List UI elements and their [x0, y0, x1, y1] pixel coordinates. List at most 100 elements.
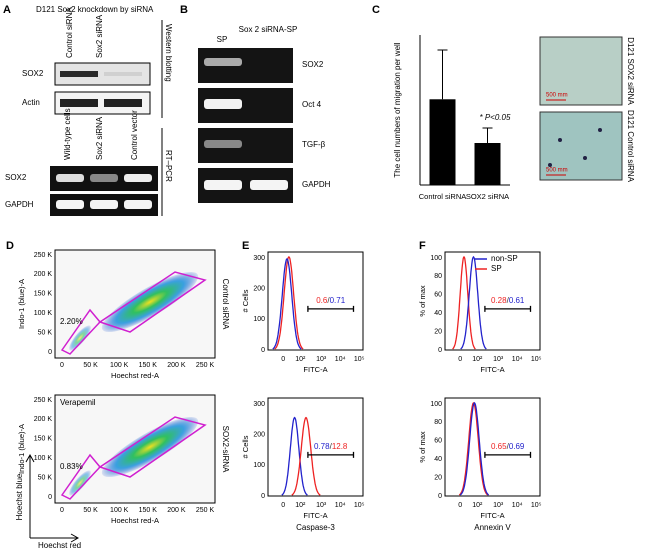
- micrograph: [539, 36, 623, 106]
- histogram: [274, 255, 304, 350]
- value-label: 0.69: [509, 442, 525, 451]
- band: [104, 99, 142, 107]
- y-tick-label: 100: [253, 316, 265, 323]
- column-label: SP: [217, 35, 228, 44]
- band: [90, 174, 118, 182]
- gate: [98, 416, 207, 478]
- band: [124, 174, 152, 182]
- histogram: [452, 255, 476, 350]
- plot-area: [444, 397, 541, 497]
- y-axis-label: % of max: [418, 431, 427, 463]
- error-bar: [482, 127, 493, 143]
- x-tick-label: 50 K: [83, 507, 98, 514]
- value-label: 0.6: [316, 296, 328, 305]
- x-tick-label: 10²: [295, 502, 306, 509]
- histogram: [460, 255, 487, 350]
- row-label: SOX2: [5, 173, 27, 182]
- y-axis-label: # Cells: [241, 289, 250, 312]
- value-label: 0.28: [491, 296, 507, 305]
- event-cloud: [69, 325, 91, 351]
- y-tick-label: 250 K: [34, 397, 53, 404]
- plot-note: Verapemil: [60, 398, 96, 407]
- x-tick-label: 200 K: [167, 362, 186, 369]
- value-label: 0.78: [314, 442, 330, 451]
- gate-percent: 0.6/0.71: [316, 296, 345, 305]
- y-tick-label: 100: [430, 401, 442, 408]
- row-label: TGF-β: [302, 140, 326, 149]
- blot: [54, 62, 151, 86]
- separator: /: [330, 442, 333, 451]
- y-tick-label: 50 K: [38, 329, 53, 336]
- x-tick-label: 100 K: [110, 507, 129, 514]
- x-axis-label: FITC-A: [303, 365, 327, 374]
- annotation: * P<0.05: [480, 113, 511, 122]
- panel-letter: C: [372, 4, 380, 16]
- y-tick-label: 80: [434, 419, 442, 426]
- x-tick-label: 10⁴: [335, 356, 346, 363]
- y-tick-label: 300: [253, 255, 265, 262]
- y-axis-label: # Cells: [241, 435, 250, 458]
- x-tick-label: 150 K: [139, 507, 158, 514]
- band: [204, 140, 242, 148]
- x-tick-label: 0: [281, 356, 285, 363]
- arrow: [25, 453, 80, 543]
- blot: [54, 91, 151, 115]
- x-tick-label: 0: [60, 507, 64, 514]
- side-label: Western blotting: [164, 24, 173, 82]
- histogram: [459, 401, 490, 496]
- side-label: Control siRNA: [221, 279, 230, 330]
- bar: [474, 143, 501, 185]
- separator: /: [507, 442, 510, 451]
- x-tick-label: 10²: [295, 356, 306, 363]
- y-tick-label: 150 K: [34, 291, 53, 298]
- gate-percent: 0.65/0.69: [491, 442, 525, 451]
- gate-percent: 0.28/0.61: [491, 296, 525, 305]
- side-label: SOX2-siRNA: [221, 426, 230, 473]
- panel-letter: F: [419, 240, 426, 252]
- error-bar: [437, 49, 448, 100]
- panel-title: D121 Sox2 knockdown by siRNA: [36, 5, 154, 14]
- x-tick-label: 10²: [472, 502, 483, 509]
- y-tick-label: 150 K: [34, 436, 53, 443]
- y-tick-label: 0: [261, 493, 265, 500]
- column-label: Control siRNA: [65, 7, 74, 58]
- gate-percent: 0.78/12.8: [314, 442, 348, 451]
- gate: [98, 271, 207, 333]
- gate: [60, 453, 102, 500]
- cell: [548, 163, 552, 167]
- band: [204, 99, 242, 109]
- y-tick-label: 0: [48, 494, 52, 501]
- gate: [60, 308, 102, 355]
- x-tick-label: 10³: [316, 502, 327, 509]
- separator: /: [327, 296, 330, 305]
- x-tick-label: 0: [458, 356, 462, 363]
- y-tick-label: 40: [434, 456, 442, 463]
- side-label: RT–PCR: [164, 150, 173, 182]
- y-tick-label: 0: [438, 493, 442, 500]
- y-tick-label: 50 K: [38, 474, 53, 481]
- band: [60, 71, 98, 77]
- y-tick-label: 100: [430, 255, 442, 262]
- arrow-label: Hoechst blue: [15, 473, 24, 520]
- y-tick-label: 100 K: [34, 310, 53, 317]
- y-tick-label: 60: [434, 292, 442, 299]
- gate-bracket: [307, 305, 355, 312]
- band: [60, 99, 98, 107]
- value-label: 0.71: [330, 296, 346, 305]
- x-axis-label: Hoechst red-A: [111, 371, 159, 380]
- row-label: GAPDH: [302, 180, 331, 189]
- x-tick-label: 10⁵: [531, 356, 542, 363]
- gate-percent: 2.20%: [60, 317, 83, 326]
- legend-label: non-SP: [491, 254, 518, 263]
- x-tick-label: 10⁵: [531, 502, 542, 509]
- x-tick-label: 100 K: [110, 362, 129, 369]
- x-tick-label: 10⁴: [512, 356, 523, 363]
- column-label: Sox2 siRNA: [95, 14, 104, 58]
- legend-label: SP: [491, 264, 502, 273]
- band: [250, 180, 288, 190]
- plot-area: [444, 251, 541, 351]
- gate-bracket: [484, 305, 532, 312]
- histogram: [272, 258, 302, 350]
- x-axis-label: Hoechst red-A: [111, 516, 159, 525]
